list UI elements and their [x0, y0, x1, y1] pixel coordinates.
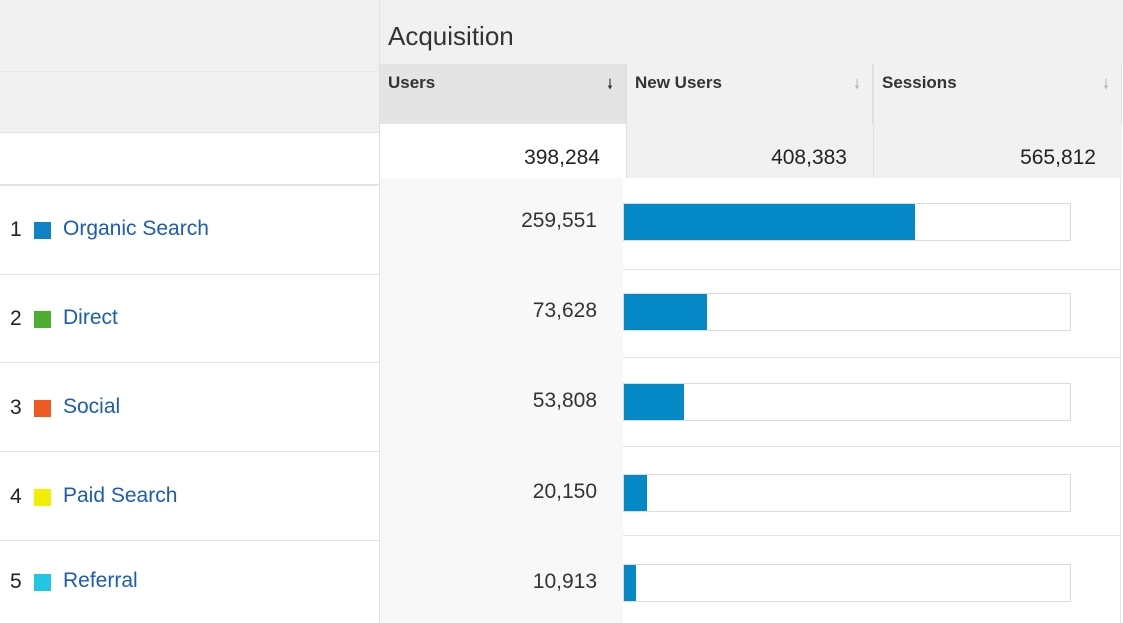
users-bar	[624, 384, 685, 420]
row-divider	[0, 274, 379, 275]
column-label: Sessions	[882, 73, 957, 92]
column-header-new-users[interactable]: New Users 🠗	[626, 64, 873, 124]
total-sessions-value: 565,812	[1020, 146, 1096, 169]
sort-down-arrow-icon[interactable]: 🠗	[1102, 76, 1109, 92]
users-value: 73,628	[532, 299, 597, 322]
total-users-value: 398,284	[524, 146, 600, 169]
column-header-sessions[interactable]: Sessions 🠗	[873, 64, 1122, 124]
row-index: 3	[10, 395, 22, 419]
users-bar-track	[623, 293, 1071, 331]
row-index: 4	[10, 484, 22, 508]
color-swatch	[34, 488, 51, 506]
users-value: 20,150	[532, 480, 597, 503]
row-divider	[623, 357, 1120, 358]
sort-down-arrow-icon[interactable]: 🠗	[853, 76, 860, 92]
row-divider	[0, 451, 379, 452]
color-swatch	[34, 574, 51, 591]
users-value: 10,913	[532, 570, 597, 593]
dimension-total-row	[0, 133, 379, 185]
sort-down-arrow-icon[interactable]: 🠗	[606, 76, 613, 92]
users-bar	[624, 294, 707, 330]
color-swatch	[34, 399, 51, 417]
acquisition-group-header	[379, 0, 1123, 64]
row-divider	[623, 535, 1120, 536]
users-bar-track	[623, 203, 1071, 241]
channel-link[interactable]: Paid Search	[63, 483, 178, 507]
users-bar	[624, 204, 916, 240]
total-new-users-cell: 408,383	[626, 124, 873, 178]
total-sessions-cell: 565,812	[873, 124, 1122, 178]
row-divider	[623, 269, 1120, 270]
row-index: 2	[10, 307, 22, 330]
dimension-column-header	[0, 72, 379, 133]
channel-link[interactable]: Organic Search	[63, 217, 209, 240]
row-index: 5	[10, 570, 22, 593]
column-header-users[interactable]: Users 🠗	[379, 64, 626, 124]
acquisition-title: Acquisition	[388, 21, 514, 51]
users-column-background	[379, 178, 623, 623]
users-bar	[624, 475, 647, 511]
channel-link[interactable]: Social	[63, 394, 121, 418]
users-bar-track	[623, 383, 1071, 421]
users-value: 259,551	[521, 209, 597, 232]
column-label: New Users	[635, 73, 722, 92]
users-bar-track	[623, 564, 1071, 602]
table-right-border	[1120, 178, 1121, 623]
color-swatch	[34, 222, 51, 239]
total-users-cell: 398,284	[379, 124, 626, 178]
total-new-users-value: 408,383	[771, 146, 847, 169]
row-divider	[0, 362, 379, 363]
row-divider	[0, 185, 379, 186]
users-value: 53,808	[532, 389, 597, 412]
row-divider	[0, 540, 379, 541]
row-divider	[623, 446, 1120, 447]
users-bar	[624, 565, 637, 601]
column-label: Users	[388, 73, 436, 92]
dimension-header-blank	[0, 0, 379, 72]
users-bar-track	[623, 474, 1071, 512]
channel-link[interactable]: Direct	[63, 306, 118, 329]
color-swatch	[34, 311, 51, 328]
row-index: 1	[10, 218, 22, 241]
channel-link[interactable]: Referral	[63, 569, 138, 592]
